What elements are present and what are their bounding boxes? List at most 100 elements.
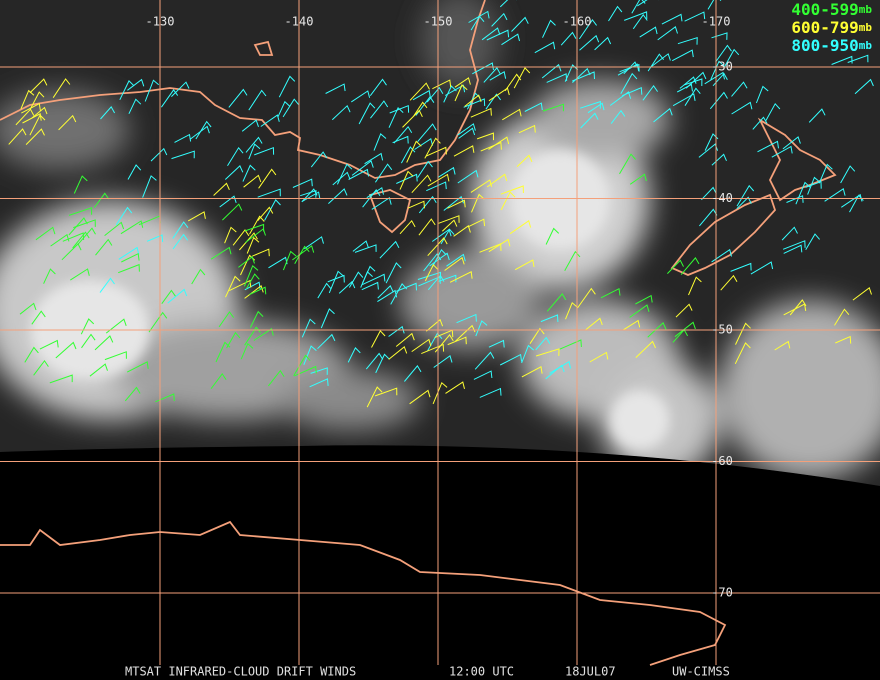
wind-barb (379, 240, 400, 259)
legend-entry: 800-950mb (791, 36, 872, 55)
wind-barb (210, 246, 232, 260)
wind-barb (468, 10, 490, 23)
wind-barb (834, 308, 850, 326)
wind-barb (224, 165, 244, 180)
wind-barb (119, 80, 135, 101)
wind-barb (755, 85, 769, 104)
wind-barb (411, 338, 432, 353)
wind-barb (172, 233, 189, 250)
wind-barb (720, 274, 738, 291)
wind-barb (171, 150, 195, 160)
wind-barb (577, 287, 596, 309)
wind-barb (365, 352, 384, 370)
wind-barb (224, 226, 237, 244)
wind-barb (417, 123, 437, 143)
wind-barb (400, 146, 416, 164)
wind-barb (331, 104, 351, 121)
wind-barb (392, 135, 409, 144)
wind-barb (635, 340, 656, 358)
wind-barb (225, 275, 241, 298)
wind-barb (437, 166, 456, 178)
latitude-label: -50 (711, 323, 733, 337)
wind-barb (191, 268, 206, 285)
wind-barb (93, 192, 110, 208)
wind-barb (278, 75, 296, 98)
wind-barb (457, 169, 479, 184)
wind-barb (808, 108, 826, 123)
wind-barb (730, 262, 752, 272)
wind-barb (587, 102, 605, 114)
wind-barb (124, 386, 141, 402)
wind-barb (736, 184, 755, 207)
latitude-label: -60 (711, 454, 733, 468)
wind-barb (765, 102, 781, 121)
wind-barb (187, 211, 206, 222)
wind-barb (559, 339, 582, 350)
wind-barb (491, 12, 508, 27)
wind-barb (480, 141, 502, 152)
wind-barb (609, 91, 632, 106)
wind-barb (388, 345, 408, 360)
wind-barb (399, 219, 416, 235)
wind-barb (128, 98, 142, 115)
wind-barb (171, 81, 190, 97)
wind-barb (438, 215, 460, 224)
wind-barb (456, 313, 477, 324)
wind-barb (395, 332, 415, 347)
wind-barb (68, 217, 88, 236)
wind-barb (417, 271, 442, 280)
wind-barb (104, 221, 125, 236)
wind-barb (43, 268, 56, 284)
wind-barb (542, 19, 556, 38)
wind-barb (513, 67, 531, 89)
wind-barb (486, 173, 508, 188)
wind-barb (303, 345, 317, 365)
wind-barb (423, 253, 442, 272)
wind-barb (610, 109, 626, 124)
wind-barb (375, 353, 390, 374)
footer-text: 12:00 UTC (449, 665, 514, 679)
wind-barb (222, 203, 243, 221)
wind-barb (409, 82, 430, 101)
wind-barb (684, 87, 701, 106)
wind-barb (711, 248, 732, 263)
wind-barb (549, 360, 571, 374)
wind-barb (361, 281, 379, 291)
wind-barb (485, 93, 502, 110)
longitude-label: -150 (424, 15, 453, 29)
wind-barb (653, 107, 673, 123)
wind-barb (239, 232, 258, 251)
legend-range: 800-950 (791, 36, 858, 55)
legend-unit: mb (859, 3, 873, 16)
wind-barb (584, 317, 603, 331)
wind-barb (20, 89, 35, 110)
wind-barb (320, 308, 335, 329)
wind-barb (127, 78, 145, 91)
wind-barb (72, 231, 90, 249)
wind-barb (847, 54, 869, 63)
wind-barb (327, 274, 345, 283)
wind-barb (852, 286, 872, 301)
wind-barb (218, 311, 235, 328)
wind-barb (622, 319, 641, 331)
wind-barb (55, 341, 77, 359)
wind-barb (481, 27, 501, 41)
wind-barb (304, 236, 324, 250)
wind-barb (81, 333, 96, 349)
wind-barb (594, 36, 612, 51)
wind-barb (608, 5, 623, 22)
wind-barb (389, 104, 410, 114)
wind-barb (390, 283, 408, 305)
wind-barb (210, 373, 227, 389)
wind-barbs (8, 0, 874, 408)
wind-barb (447, 336, 467, 346)
wind-barb (404, 365, 422, 382)
wind-barb (388, 325, 405, 337)
wind-barb (518, 124, 536, 134)
wind-barb (464, 94, 482, 107)
wind-barb (409, 389, 431, 405)
wind-barb (414, 138, 434, 150)
wind-barb (348, 168, 369, 180)
